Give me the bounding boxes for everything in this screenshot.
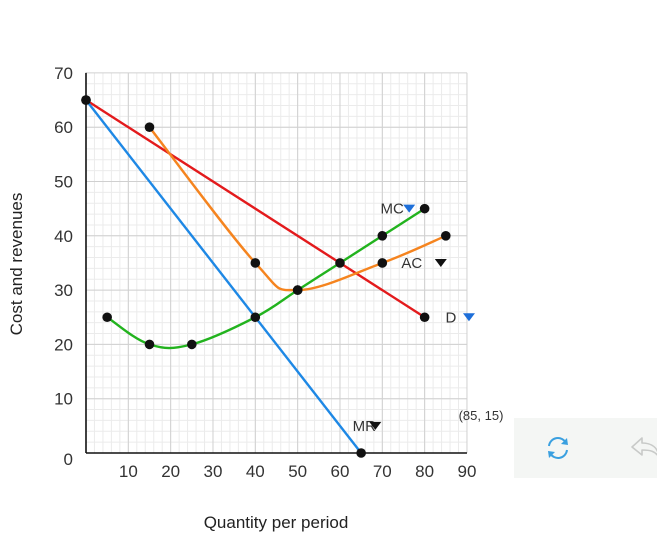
- data-point-mc[interactable]: [102, 312, 112, 323]
- data-point-d[interactable]: [419, 312, 430, 323]
- y-tick-label: 20: [54, 335, 73, 354]
- y-axis-title: Cost and revenues: [7, 193, 26, 336]
- data-point-mr[interactable]: [81, 95, 91, 105]
- data-point-ac[interactable]: [250, 258, 261, 268]
- series-line-d: [84, 98, 426, 319]
- reset-button[interactable]: [542, 432, 574, 464]
- y-tick-label: 70: [54, 64, 73, 83]
- series-line-mc: [105, 207, 426, 350]
- x-tick-label: 10: [119, 462, 138, 481]
- x-tick-label: 30: [204, 462, 223, 481]
- curve-label-d: D: [446, 309, 457, 326]
- graph-toolbar: [514, 418, 657, 478]
- curve-dropdown-arrow-mr[interactable]: [369, 421, 382, 430]
- y-tick-label: 10: [54, 390, 73, 409]
- data-point-mc[interactable]: [144, 339, 155, 350]
- data-point-mc[interactable]: [292, 285, 303, 295]
- data-point-mc[interactable]: [419, 203, 430, 214]
- curve-label-mr: MR: [353, 418, 376, 435]
- x-tick-label: 80: [415, 462, 434, 481]
- coordinate-annotation: (85, 15): [459, 408, 504, 423]
- series-group: [81, 95, 451, 458]
- data-point-mc[interactable]: [377, 231, 388, 241]
- y-tick-label: 30: [54, 281, 73, 300]
- data-point-mr[interactable]: [356, 448, 366, 458]
- tick-labels: 10 20 30 40 50 60 70 80 90 0 10 20 30 40 50 60 70: [54, 64, 476, 481]
- x-tick-label: 60: [331, 462, 350, 481]
- series-line-ac: [148, 126, 448, 292]
- x-tick-label: 90: [458, 462, 477, 481]
- undo-icon: [631, 437, 657, 456]
- data-point-ac[interactable]: [377, 258, 388, 268]
- curve-dropdown-arrow-ac[interactable]: [434, 258, 447, 267]
- y-tick-label: 50: [54, 173, 73, 192]
- refresh-icon: [548, 437, 568, 459]
- curve-labels: D MR AC MC: [353, 201, 475, 435]
- data-point-mc[interactable]: [250, 312, 261, 323]
- x-axis-title: Quantity per period: [204, 513, 349, 532]
- x-tick-label: 20: [161, 462, 180, 481]
- curve-dropdown-arrow-mc[interactable]: [403, 204, 416, 213]
- series-line-mr: [84, 98, 363, 455]
- curve-dropdown-arrow-d[interactable]: [462, 313, 475, 322]
- x-tick-label: 50: [288, 462, 307, 481]
- y-tick-label: 40: [54, 227, 73, 246]
- data-point-ac[interactable]: [144, 122, 155, 132]
- y-tick-label: 0: [64, 450, 73, 469]
- axes: [85, 72, 467, 454]
- data-point-ac[interactable]: [441, 231, 451, 241]
- undo-button[interactable]: [626, 432, 657, 464]
- x-tick-label: 40: [246, 462, 265, 481]
- x-tick-label: 70: [373, 462, 392, 481]
- data-point-mc[interactable]: [187, 339, 197, 350]
- y-tick-label: 60: [54, 118, 73, 137]
- curve-label-ac: AC: [401, 255, 422, 272]
- curve-label-mc: MC: [381, 201, 404, 218]
- data-point-mc[interactable]: [335, 258, 345, 268]
